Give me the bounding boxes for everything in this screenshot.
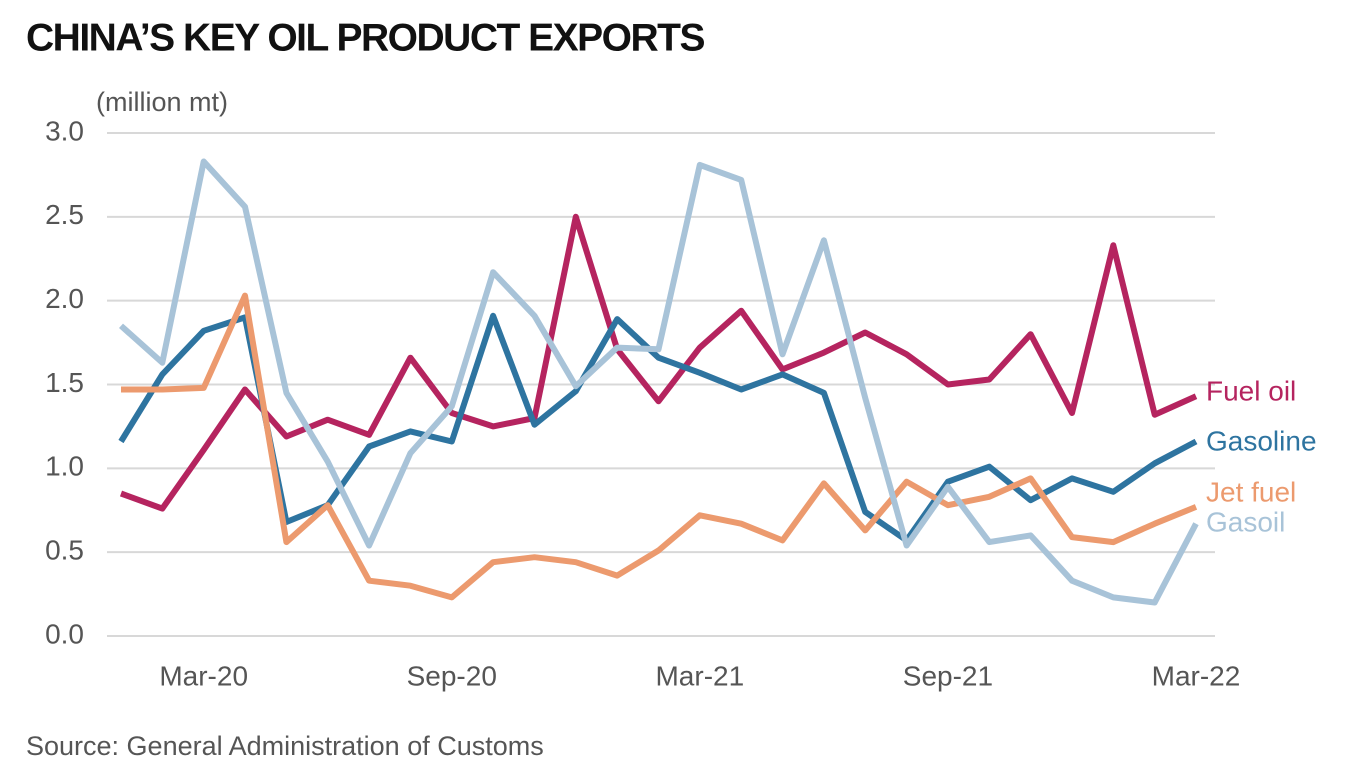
line-series (119, 158, 1199, 606)
line-series (121, 292, 1198, 601)
y-tick-label: 1.0 (45, 451, 84, 482)
y-axis-label: (million mt) (96, 87, 228, 117)
y-tick-label: 2.5 (45, 199, 84, 230)
legend-label: Fuel oil (1206, 375, 1296, 406)
legend-label: Gasoil (1206, 506, 1285, 537)
legend-label: Jet fuel (1206, 476, 1296, 507)
legend-label: Gasoline (1206, 425, 1317, 456)
line-series (118, 312, 1198, 544)
source: Source: General Administration of Custom… (26, 731, 544, 761)
y-tick-label: 0.5 (45, 535, 84, 566)
x-tick-label: Mar-21 (655, 660, 744, 691)
y-tick-label: 0.0 (45, 618, 84, 649)
line-series (119, 213, 1198, 512)
x-tick-label: Sep-20 (407, 660, 497, 691)
x-tick-label: Mar-20 (159, 660, 248, 691)
chart-title: CHINA’S KEY OIL PRODUCT EXPORTS (26, 16, 704, 59)
y-tick-label: 1.5 (45, 367, 84, 398)
x-tick-label: Mar-22 (1152, 660, 1241, 691)
y-tick-label: 2.0 (45, 283, 84, 314)
x-tick-label: Sep-21 (903, 660, 993, 691)
y-tick-label: 3.0 (45, 115, 84, 146)
